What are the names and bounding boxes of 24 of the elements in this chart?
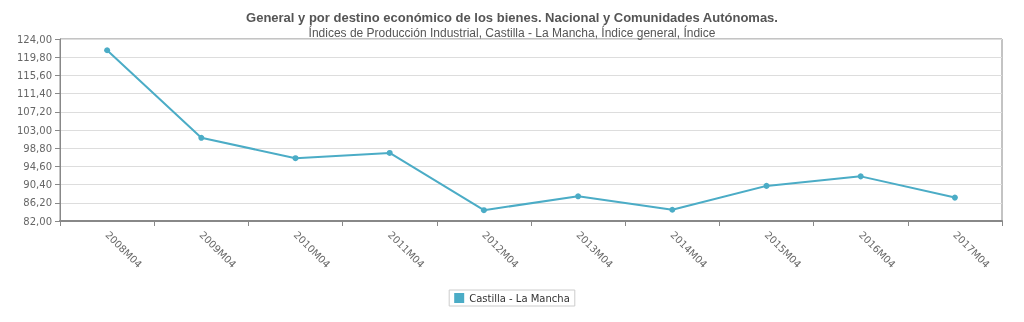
y-tick-label: 86,20 — [23, 197, 52, 209]
y-tick-label: 103,00 — [17, 124, 52, 136]
y-tick-label: 115,60 — [17, 69, 52, 81]
point — [480, 207, 487, 214]
y-tick-label: 82,00 — [23, 215, 52, 227]
point — [104, 47, 111, 54]
y-tick-label: 107,20 — [17, 106, 52, 118]
point — [951, 194, 958, 201]
chart-subtitle: Índices de Producción Industrial, Castilla - La Mancha, Índice general, Índice — [308, 25, 716, 40]
legend-label: Castilla - La Mancha — [469, 292, 570, 304]
point — [575, 193, 582, 200]
point — [198, 134, 205, 141]
chart-title: General y por destino económico de los bienes. Nacional y Comunidades Autónomas. — [246, 10, 778, 25]
point — [857, 173, 864, 180]
y-tick-label: 98,80 — [23, 142, 52, 154]
point — [763, 182, 770, 189]
y-tick-label: 94,60 — [23, 160, 52, 172]
y-tick-label: 119,80 — [17, 51, 52, 63]
point — [292, 155, 299, 162]
y-tick-label: 111,40 — [17, 88, 52, 100]
y-tick-label: 124,00 — [17, 33, 52, 45]
point — [386, 149, 393, 156]
point — [669, 206, 676, 213]
y-tick-label: 90,40 — [23, 179, 52, 191]
